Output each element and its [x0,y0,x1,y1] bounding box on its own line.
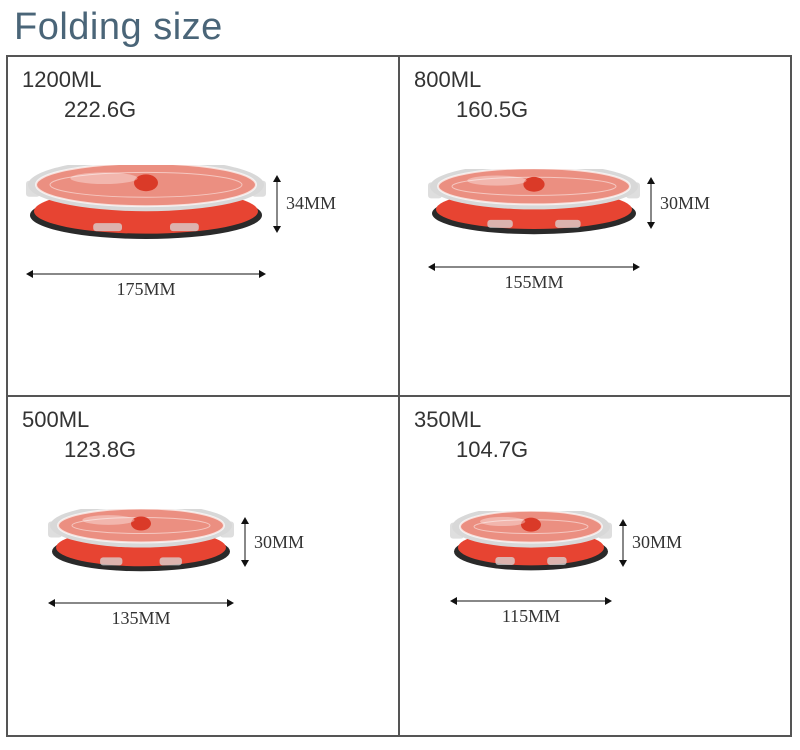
height-dimension: 30MM [618,519,682,567]
width-dimension-label: 155MM [504,272,563,293]
height-dimension: 34MM [272,175,336,233]
size-cell: 500ML 123.8G 135MM 30MM [7,396,399,736]
container-figure: 115MM 30MM [450,511,682,627]
width-dimension: 155MM [428,262,640,293]
width-dimension: 175MM [26,269,266,300]
size-grid: 1200ML 222.6G 175MM 34MM 800ML 160.5G [6,55,792,737]
width-dimension-label: 135MM [111,608,170,629]
volume-label: 500ML [22,407,384,433]
size-cell: 350ML 104.7G 115MM 30MM [399,396,791,736]
height-dimension-label: 30MM [660,193,710,214]
height-dimension-label: 30MM [254,532,304,553]
container-illustration: 135MM [48,509,234,629]
weight-label: 160.5G [456,97,776,123]
size-cell: 800ML 160.5G 155MM 30MM [399,56,791,396]
volume-label: 350ML [414,407,776,433]
width-dimension: 135MM [48,598,234,629]
volume-label: 1200ML [22,67,384,93]
weight-label: 123.8G [64,437,384,463]
height-dimension-label: 30MM [632,532,682,553]
container-illustration: 155MM [428,169,640,293]
volume-label: 800ML [414,67,776,93]
container-figure: 155MM 30MM [428,169,710,293]
width-dimension: 115MM [450,596,612,627]
page-title: Folding size [0,0,800,55]
container-illustration: 115MM [450,511,612,627]
weight-label: 222.6G [64,97,384,123]
height-dimension: 30MM [240,517,304,567]
weight-label: 104.7G [456,437,776,463]
height-dimension: 30MM [646,177,710,229]
size-cell: 1200ML 222.6G 175MM 34MM [7,56,399,396]
container-illustration: 175MM [26,165,266,300]
container-figure: 135MM 30MM [48,509,304,629]
width-dimension-label: 115MM [502,606,560,627]
width-dimension-label: 175MM [116,279,175,300]
height-dimension-label: 34MM [286,193,336,214]
container-figure: 175MM 34MM [26,165,336,300]
